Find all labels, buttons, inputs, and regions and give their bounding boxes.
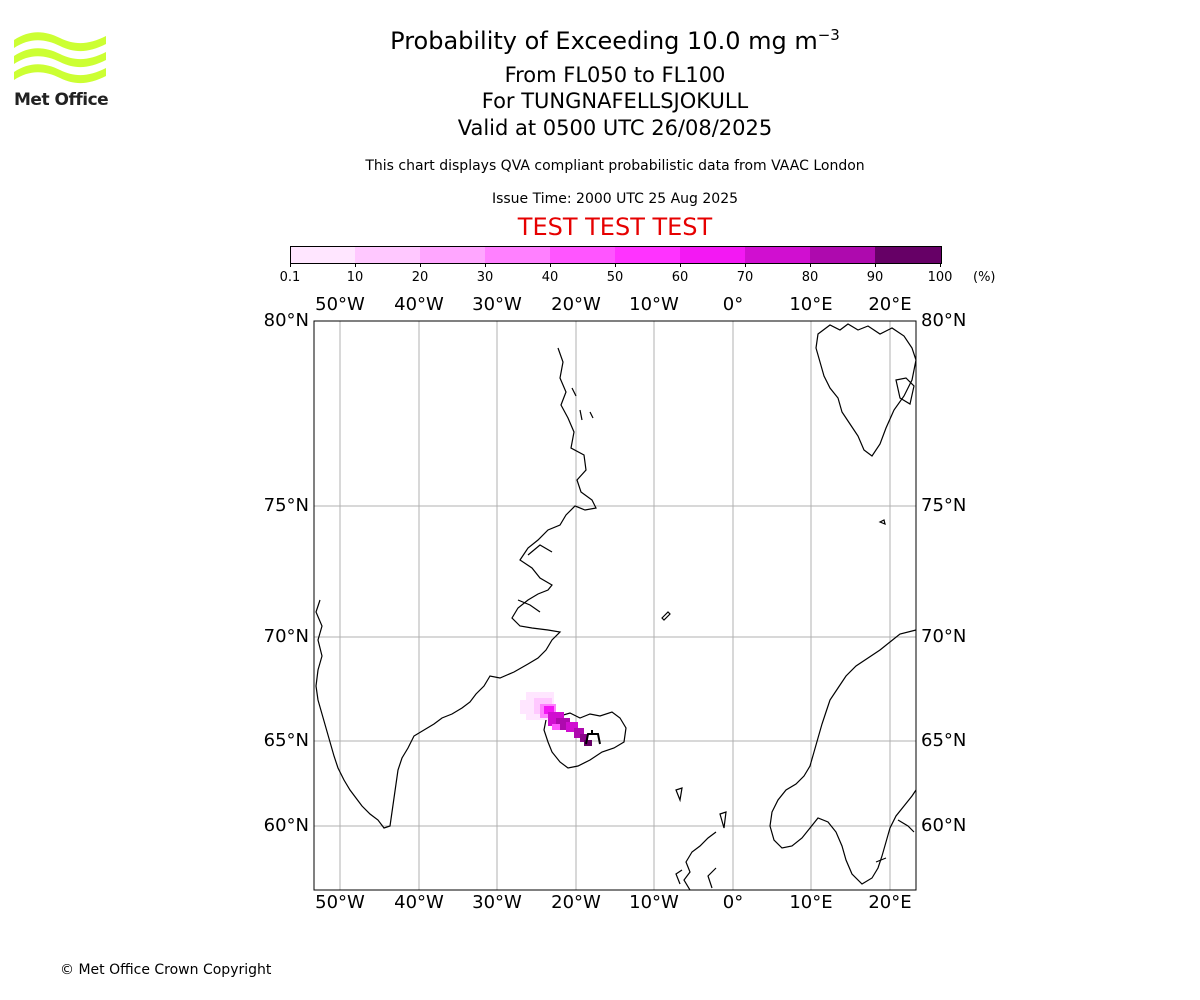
volcano-marker [585, 730, 601, 745]
longitude-label: 30°W [472, 892, 522, 913]
colorbar-segment [485, 246, 551, 263]
greenland-coast [315, 347, 597, 829]
colorbar-segment [615, 246, 681, 263]
colorbar-segment [875, 246, 941, 263]
colorbar-tick-label: 60 [671, 270, 689, 285]
colorbar-unit: (%) [973, 270, 996, 285]
latitude-label: 60°N [921, 815, 967, 836]
colorbar-tick [875, 263, 876, 267]
volcano-name: For TUNGNAFELLSJOKULL [481, 89, 749, 113]
latitude-label: 80°N [921, 310, 967, 331]
colorbar-tick [615, 263, 616, 267]
colorbar-segment [290, 246, 356, 263]
colorbar-segment [680, 246, 746, 263]
latitude-label: 60°N [263, 815, 309, 836]
longitude-label: 10°W [629, 294, 679, 315]
colorbar-tick [745, 263, 746, 267]
colorbar-tick [355, 263, 356, 267]
met-office-wave-icon [14, 32, 106, 84]
longitude-label: 40°W [394, 892, 444, 913]
chart-title: Probability of Exceeding 10.0 mg m−3 [0, 26, 1200, 55]
colorbar-tick-label: 70 [736, 270, 754, 285]
valid-time: Valid at 0500 UTC 26/08/2025 [457, 116, 773, 140]
colorbar-frame [290, 246, 942, 264]
colorbar-tick-label: 50 [606, 270, 624, 285]
longitude-label: 0° [722, 892, 744, 913]
met-office-logo [14, 30, 106, 90]
longitude-label: 40°W [394, 294, 444, 315]
svalbard-coast [815, 323, 917, 457]
copyright: © Met Office Crown Copyright [60, 962, 272, 978]
map-background [314, 321, 916, 890]
colorbar-tick [810, 263, 811, 267]
longitude-label: 10°E [789, 892, 833, 913]
colorbar-segment [550, 246, 616, 263]
colorbar-tick [550, 263, 551, 267]
map-frame [313, 320, 917, 891]
colorbar-tick [420, 263, 421, 267]
coastlines [315, 323, 917, 891]
latitude-label: 75°N [263, 495, 309, 516]
colorbar-tick [940, 263, 941, 267]
colorbar-tick-label: 10 [346, 270, 364, 285]
longitude-label: 10°E [789, 294, 833, 315]
colorbar-segment [810, 246, 876, 263]
colorbar-tick-label: 20 [411, 270, 429, 285]
scandinavia-coast [769, 629, 917, 885]
colorbar-tick-label: 40 [541, 270, 559, 285]
colorbar-tick [485, 263, 486, 267]
latitude-label: 65°N [921, 730, 967, 751]
chart-description: This chart displays QVA compliant probab… [365, 158, 865, 174]
latitude-label: 70°N [263, 626, 309, 647]
colorbar-tick-label: 80 [801, 270, 819, 285]
longitude-label: 20°E [868, 294, 912, 315]
latitude-label: 70°N [921, 626, 967, 647]
colorbar-tick [290, 263, 291, 267]
longitude-label: 10°W [629, 892, 679, 913]
colorbar-tick-label: 100 [927, 270, 953, 285]
latitude-label: 65°N [263, 730, 309, 751]
issue-time: Issue Time: 2000 UTC 25 Aug 2025 [491, 191, 739, 207]
colorbar-segment [745, 246, 811, 263]
iceland-coast [543, 711, 627, 769]
latitude-label: 80°N [263, 310, 309, 331]
colorbar-tick-label: 90 [866, 270, 884, 285]
longitude-label: 0° [722, 294, 744, 315]
flight-levels: From FL050 to FL100 [504, 63, 726, 87]
ash-probability-plume [520, 692, 592, 746]
longitude-label: 20°E [868, 892, 912, 913]
colorbar-tick-label: 0.1 [279, 270, 301, 285]
longitude-label: 50°W [315, 294, 365, 315]
longitude-label: 20°W [551, 892, 601, 913]
longitude-label: 50°W [315, 892, 365, 913]
title-exponent: −3 [817, 26, 840, 44]
title-main: Probability of Exceeding 10.0 mg m [390, 27, 818, 55]
colorbar-segment [355, 246, 421, 263]
longitude-label: 30°W [472, 294, 522, 315]
colorbar-tick [680, 263, 681, 267]
logo-text: Met Office [14, 90, 109, 110]
uk-coast [683, 831, 717, 891]
colorbar-tick-label: 30 [476, 270, 494, 285]
test-banner: TEST TEST TEST [517, 213, 713, 241]
longitude-label: 20°W [551, 294, 601, 315]
colorbar-segment [420, 246, 486, 263]
latitude-label: 75°N [921, 495, 967, 516]
